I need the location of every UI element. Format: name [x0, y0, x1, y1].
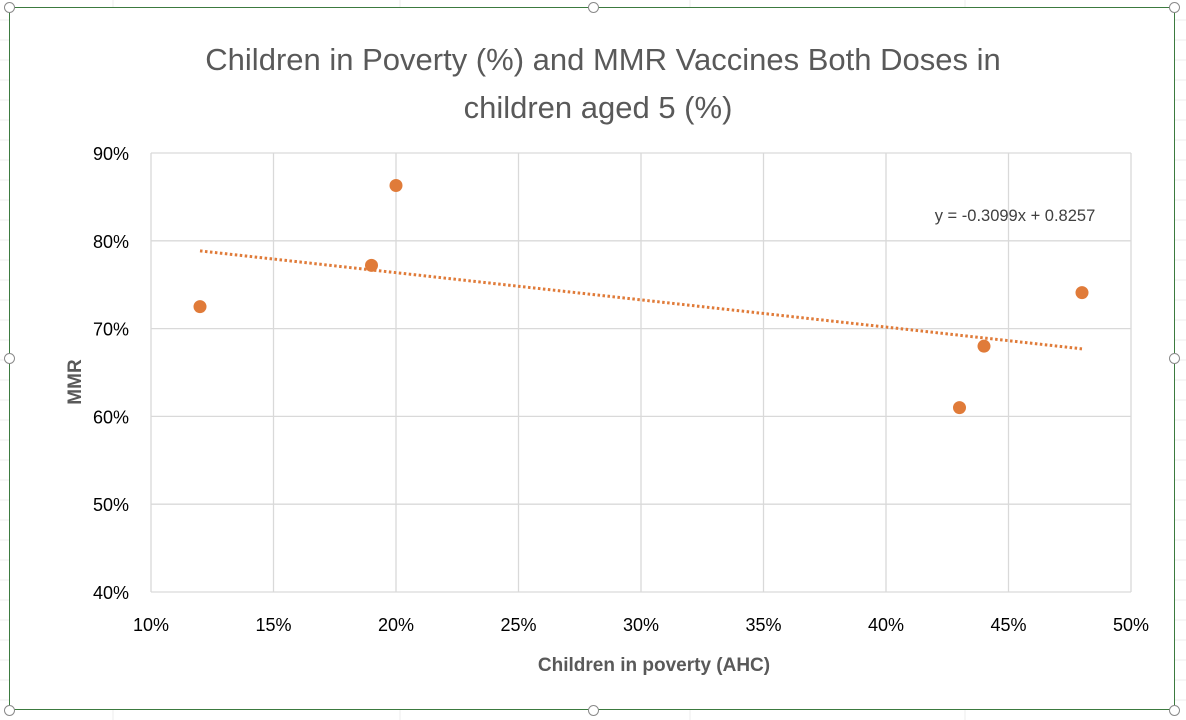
- resize-handle-bottom-left[interactable]: [4, 705, 15, 716]
- x-tick-label: 25%: [500, 615, 536, 635]
- gridlines: [150, 152, 1132, 593]
- x-tick-label: 10%: [133, 615, 169, 635]
- data-points: [193, 178, 1089, 415]
- y-tick-label: 50%: [93, 495, 129, 515]
- x-tick-label: 30%: [623, 615, 659, 635]
- x-tick-label: 20%: [378, 615, 414, 635]
- trendline-equation-label[interactable]: y = -0.3099x + 0.8257: [935, 207, 1096, 225]
- data-point[interactable]: [365, 258, 378, 272]
- x-axis-title: Children in poverty (AHC): [538, 655, 770, 676]
- x-tick-label: 45%: [990, 615, 1026, 635]
- resize-handle-bottom-right[interactable]: [1169, 705, 1180, 716]
- data-point[interactable]: [953, 401, 966, 415]
- chart-object[interactable]: Children in Poverty (%) and MMR Vaccines…: [9, 7, 1175, 710]
- resize-handle-top-right[interactable]: [1169, 2, 1180, 13]
- y-tick-label: 80%: [93, 232, 129, 252]
- y-tick-label: 40%: [93, 583, 129, 603]
- y-tick-label: 90%: [93, 144, 129, 164]
- x-tick-label: 35%: [745, 615, 781, 635]
- x-tick-label: 15%: [255, 615, 291, 635]
- resize-handle-top-center[interactable]: [588, 2, 599, 13]
- chart-title-line-1: Children in Poverty (%) and MMR Vaccines…: [205, 42, 1000, 77]
- data-point[interactable]: [193, 300, 207, 314]
- y-tick-label: 60%: [93, 407, 129, 427]
- resize-handle-top-left[interactable]: [4, 2, 15, 13]
- resize-handle-middle-left[interactable]: [4, 353, 15, 364]
- x-tick-label: 40%: [868, 615, 904, 635]
- data-point[interactable]: [977, 339, 991, 353]
- resize-handle-middle-right[interactable]: [1169, 353, 1180, 364]
- chart-title-line-2: children aged 5 (%): [464, 90, 733, 125]
- data-point[interactable]: [1075, 286, 1089, 300]
- data-point[interactable]: [389, 178, 403, 192]
- y-axis-title: MMR: [65, 359, 86, 405]
- y-tick-label: 70%: [93, 320, 129, 340]
- scatter-chart: Children in Poverty (%) and MMR Vaccines…: [65, 42, 1149, 676]
- resize-handle-bottom-center[interactable]: [588, 705, 599, 716]
- x-tick-label: 50%: [1113, 615, 1149, 635]
- tick-labels: 10% 15% 20% 25% 30% 35% 40% 45% 50% 40% 50% 60% 70% 8…: [93, 144, 1149, 635]
